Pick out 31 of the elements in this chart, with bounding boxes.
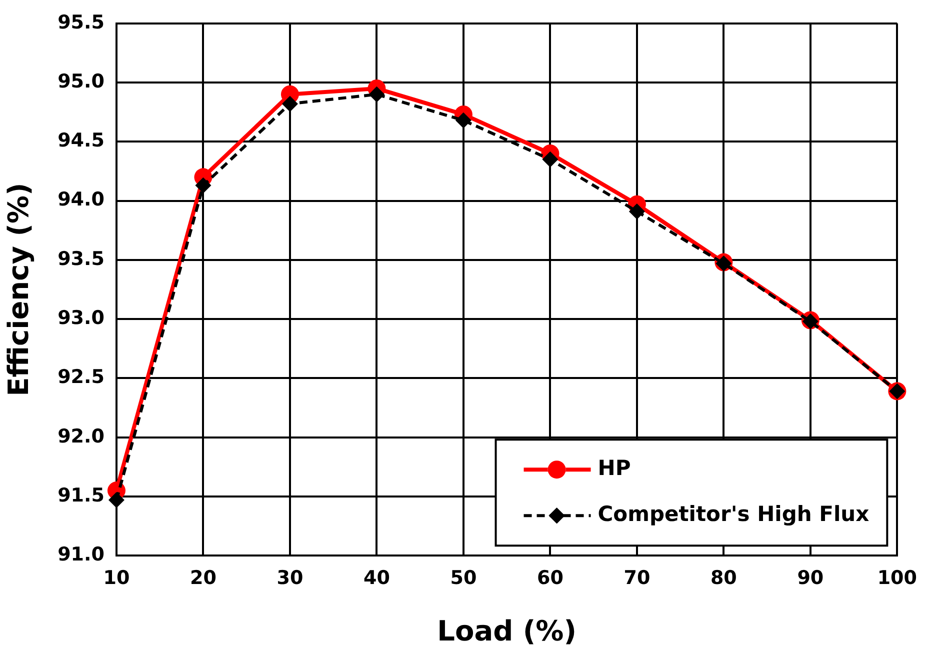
x-tick-label: 40 — [363, 566, 390, 589]
x-tick-label: 10 — [103, 566, 130, 589]
point — [455, 112, 472, 128]
x-tick-label: 100 — [877, 566, 918, 589]
x-tick-label: 30 — [276, 566, 304, 589]
point — [368, 86, 385, 102]
x-tick-label: 70 — [624, 566, 650, 589]
x-axis-title: Load (%) — [437, 614, 577, 648]
x-tick-label: 20 — [190, 566, 216, 589]
y-tick-label: 93.0 — [58, 307, 104, 330]
x-tick-label: 50 — [450, 566, 477, 589]
point — [628, 203, 645, 220]
point — [282, 96, 298, 112]
y-tick-label: 91.0 — [58, 544, 104, 566]
point — [195, 177, 212, 194]
point — [108, 492, 124, 508]
y-tick-label: 93.5 — [58, 248, 104, 270]
y-tick-label: 92.5 — [58, 366, 104, 388]
point — [542, 151, 558, 168]
y-tick-label: 95.5 — [58, 11, 104, 34]
x-tick-label: 90 — [797, 566, 824, 589]
y-tick-label: 92.0 — [58, 425, 104, 448]
x-tick-label: 80 — [710, 566, 737, 589]
y-axis-title: Efficiency (%) — [2, 182, 36, 396]
x-tick-label: 60 — [536, 566, 564, 589]
y-tick-label: 91.5 — [58, 484, 104, 506]
legend-label: Competitor's High Flux — [598, 502, 870, 526]
y-tick-label: 95.0 — [58, 70, 104, 92]
y-tick-label: 94.5 — [58, 130, 104, 152]
y-tick-label: 94.0 — [58, 188, 104, 211]
legend-label: HP — [598, 456, 631, 480]
